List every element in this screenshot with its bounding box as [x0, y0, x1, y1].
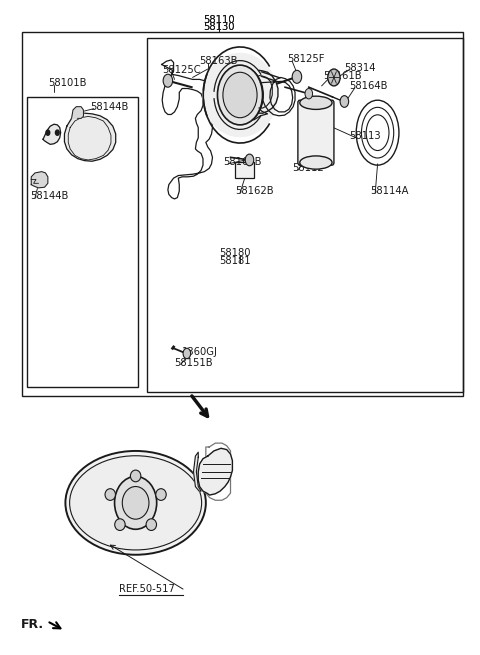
Text: 58130: 58130	[203, 22, 234, 33]
Ellipse shape	[115, 519, 125, 531]
Ellipse shape	[217, 65, 263, 125]
FancyBboxPatch shape	[298, 100, 334, 165]
Bar	[235, 162, 254, 178]
Polygon shape	[198, 448, 232, 495]
Ellipse shape	[105, 489, 116, 500]
Text: 58181: 58181	[219, 256, 251, 266]
Text: 58180: 58180	[219, 248, 251, 258]
Bar	[22, 32, 463, 396]
Circle shape	[56, 130, 59, 136]
Text: 58101B: 58101B	[48, 79, 86, 88]
Polygon shape	[31, 172, 48, 188]
Text: REF.50-517: REF.50-517	[119, 584, 175, 593]
Text: 58144B: 58144B	[91, 102, 129, 112]
Text: 58164B: 58164B	[223, 157, 262, 167]
Text: 58130: 58130	[203, 22, 234, 33]
Bar	[26, 97, 138, 387]
Circle shape	[163, 74, 173, 87]
Ellipse shape	[300, 96, 332, 109]
Bar	[147, 39, 463, 392]
Ellipse shape	[300, 156, 332, 169]
Text: 58162B: 58162B	[235, 186, 274, 196]
Ellipse shape	[131, 470, 141, 482]
Circle shape	[328, 69, 340, 86]
Ellipse shape	[202, 53, 278, 137]
Text: 1360GJ: 1360GJ	[182, 347, 218, 357]
Text: 58161B: 58161B	[323, 71, 361, 81]
Circle shape	[305, 88, 312, 99]
Circle shape	[183, 348, 191, 359]
Ellipse shape	[225, 74, 258, 116]
Ellipse shape	[219, 66, 263, 124]
Circle shape	[245, 154, 254, 166]
Text: 58112: 58112	[292, 163, 324, 174]
Ellipse shape	[156, 489, 166, 500]
Text: 58110: 58110	[203, 14, 234, 25]
Polygon shape	[43, 124, 60, 144]
Text: 58314: 58314	[344, 63, 376, 73]
Text: 58125C: 58125C	[162, 65, 200, 75]
Text: 58113: 58113	[349, 131, 381, 141]
Ellipse shape	[70, 456, 202, 550]
Circle shape	[340, 96, 348, 107]
Ellipse shape	[223, 72, 257, 118]
Ellipse shape	[122, 487, 149, 519]
Polygon shape	[64, 113, 116, 161]
Circle shape	[46, 130, 50, 136]
Circle shape	[292, 70, 301, 83]
Ellipse shape	[146, 519, 156, 531]
Polygon shape	[72, 107, 84, 119]
Text: 58110: 58110	[203, 14, 234, 25]
Ellipse shape	[115, 476, 156, 529]
Text: 58151B: 58151B	[175, 358, 213, 368]
Polygon shape	[193, 452, 201, 491]
Text: FR.: FR.	[21, 618, 44, 631]
Text: 58125F: 58125F	[288, 54, 325, 64]
Ellipse shape	[65, 451, 206, 555]
Text: 58114A: 58114A	[371, 186, 409, 196]
Text: 58144B: 58144B	[30, 191, 69, 201]
Text: 58163B: 58163B	[200, 56, 238, 66]
Text: 58164B: 58164B	[349, 81, 388, 91]
